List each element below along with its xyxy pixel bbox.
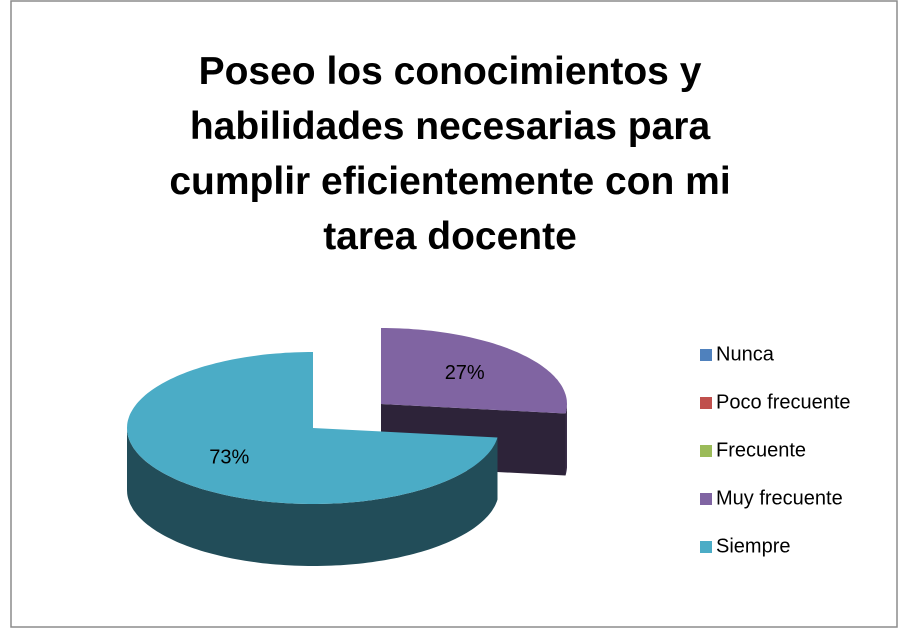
slice-side	[127, 428, 498, 566]
slice	[381, 328, 567, 414]
legend-label: Muy frecuente	[716, 487, 843, 509]
chart-title: Poseo los conocimientos y habilidades ne…	[169, 50, 731, 258]
legend-swatch	[700, 541, 712, 553]
legend-label: Nunca	[716, 343, 775, 365]
data-label: 27%	[445, 362, 485, 384]
legend-swatch	[700, 349, 712, 361]
legend-label: Frecuente	[716, 439, 806, 461]
slice-side	[565, 404, 567, 476]
legend-swatch	[700, 493, 712, 505]
legend-swatch	[700, 397, 712, 409]
legend-label: Poco frecuente	[716, 391, 851, 413]
data-label: 73%	[209, 446, 249, 468]
slice	[127, 352, 498, 504]
legend-swatch	[700, 445, 712, 457]
legend-label: Siempre	[716, 535, 790, 557]
